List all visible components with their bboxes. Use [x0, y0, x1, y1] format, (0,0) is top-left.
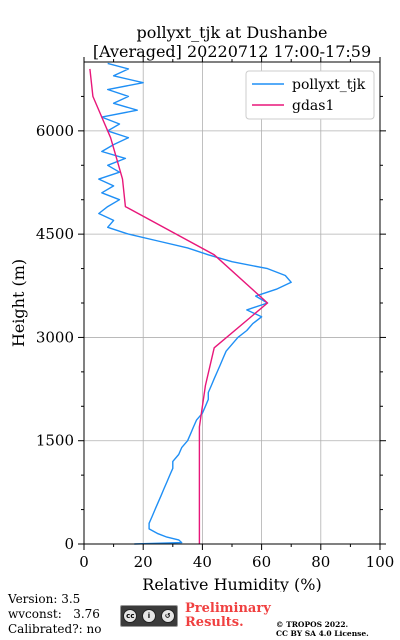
grid	[83, 62, 381, 545]
series-layer	[89, 62, 292, 545]
x-tick-label: 80	[311, 553, 330, 571]
y-tick-label: 4500	[36, 225, 74, 243]
y-tick-label: 6000	[36, 122, 74, 140]
plot-frame	[83, 61, 381, 545]
cc-icon: cc	[123, 609, 138, 623]
calibrated-text: Calibrated?: no	[8, 622, 102, 636]
y-tick-label: 1500	[36, 432, 74, 450]
chart-title-line1: pollyxt_tjk at Dushanbe	[136, 23, 327, 42]
footer-info: Version: 3.5 wvconst: 3.76 Calibrated?: …	[8, 592, 101, 637]
x-tick-label: 20	[134, 553, 153, 571]
preliminary-line2: Results.	[185, 615, 244, 630]
legend: pollyxt_tjk gdas1	[245, 70, 375, 120]
by-icon: i	[141, 609, 156, 623]
copyright-line1: © TROPOS 2022.	[276, 620, 349, 629]
chart-title-line2: [Averaged] 20220712 17:00-17:59	[93, 42, 371, 61]
x-tick-label: 0	[79, 553, 89, 571]
version-text: Version: 3.5	[8, 592, 81, 606]
series-line-gdas1	[89, 68, 269, 544]
y-axis-label: Height (m)	[9, 259, 28, 347]
sa-icon: ↺	[160, 609, 175, 623]
legend-label-pollyxt: pollyxt_tjk	[292, 77, 366, 93]
y-tick-label: 3000	[36, 328, 74, 346]
preliminary-line1: Preliminary	[185, 601, 271, 616]
series-line-pollyxt_tjk	[98, 62, 292, 545]
chart: pollyxt_tjk at Dushanbe [Averaged] 20220…	[9, 23, 395, 592]
legend-box	[245, 70, 375, 120]
y-tick-label: 0	[64, 535, 74, 553]
x-tick-label: 40	[193, 553, 212, 571]
copyright-line2: CC BY SA 4.0 License.	[276, 629, 369, 638]
preliminary-notice: Preliminary Results.	[185, 602, 271, 630]
wvconst-text: wvconst: 3.76	[8, 607, 100, 621]
legend-label-gdas1: gdas1	[292, 98, 334, 114]
cc-license-icon: cc i ↺	[120, 605, 178, 627]
x-axis-label: Relative Humidity (%)	[142, 575, 321, 592]
x-tick-label: 60	[252, 553, 271, 571]
copyright-notice: © TROPOS 2022. CC BY SA 4.0 License.	[276, 620, 369, 638]
x-tick-label: 100	[366, 553, 395, 571]
ticks: 0 20 40 60 80 100 0 1500 3000 4500 6000	[36, 57, 395, 571]
